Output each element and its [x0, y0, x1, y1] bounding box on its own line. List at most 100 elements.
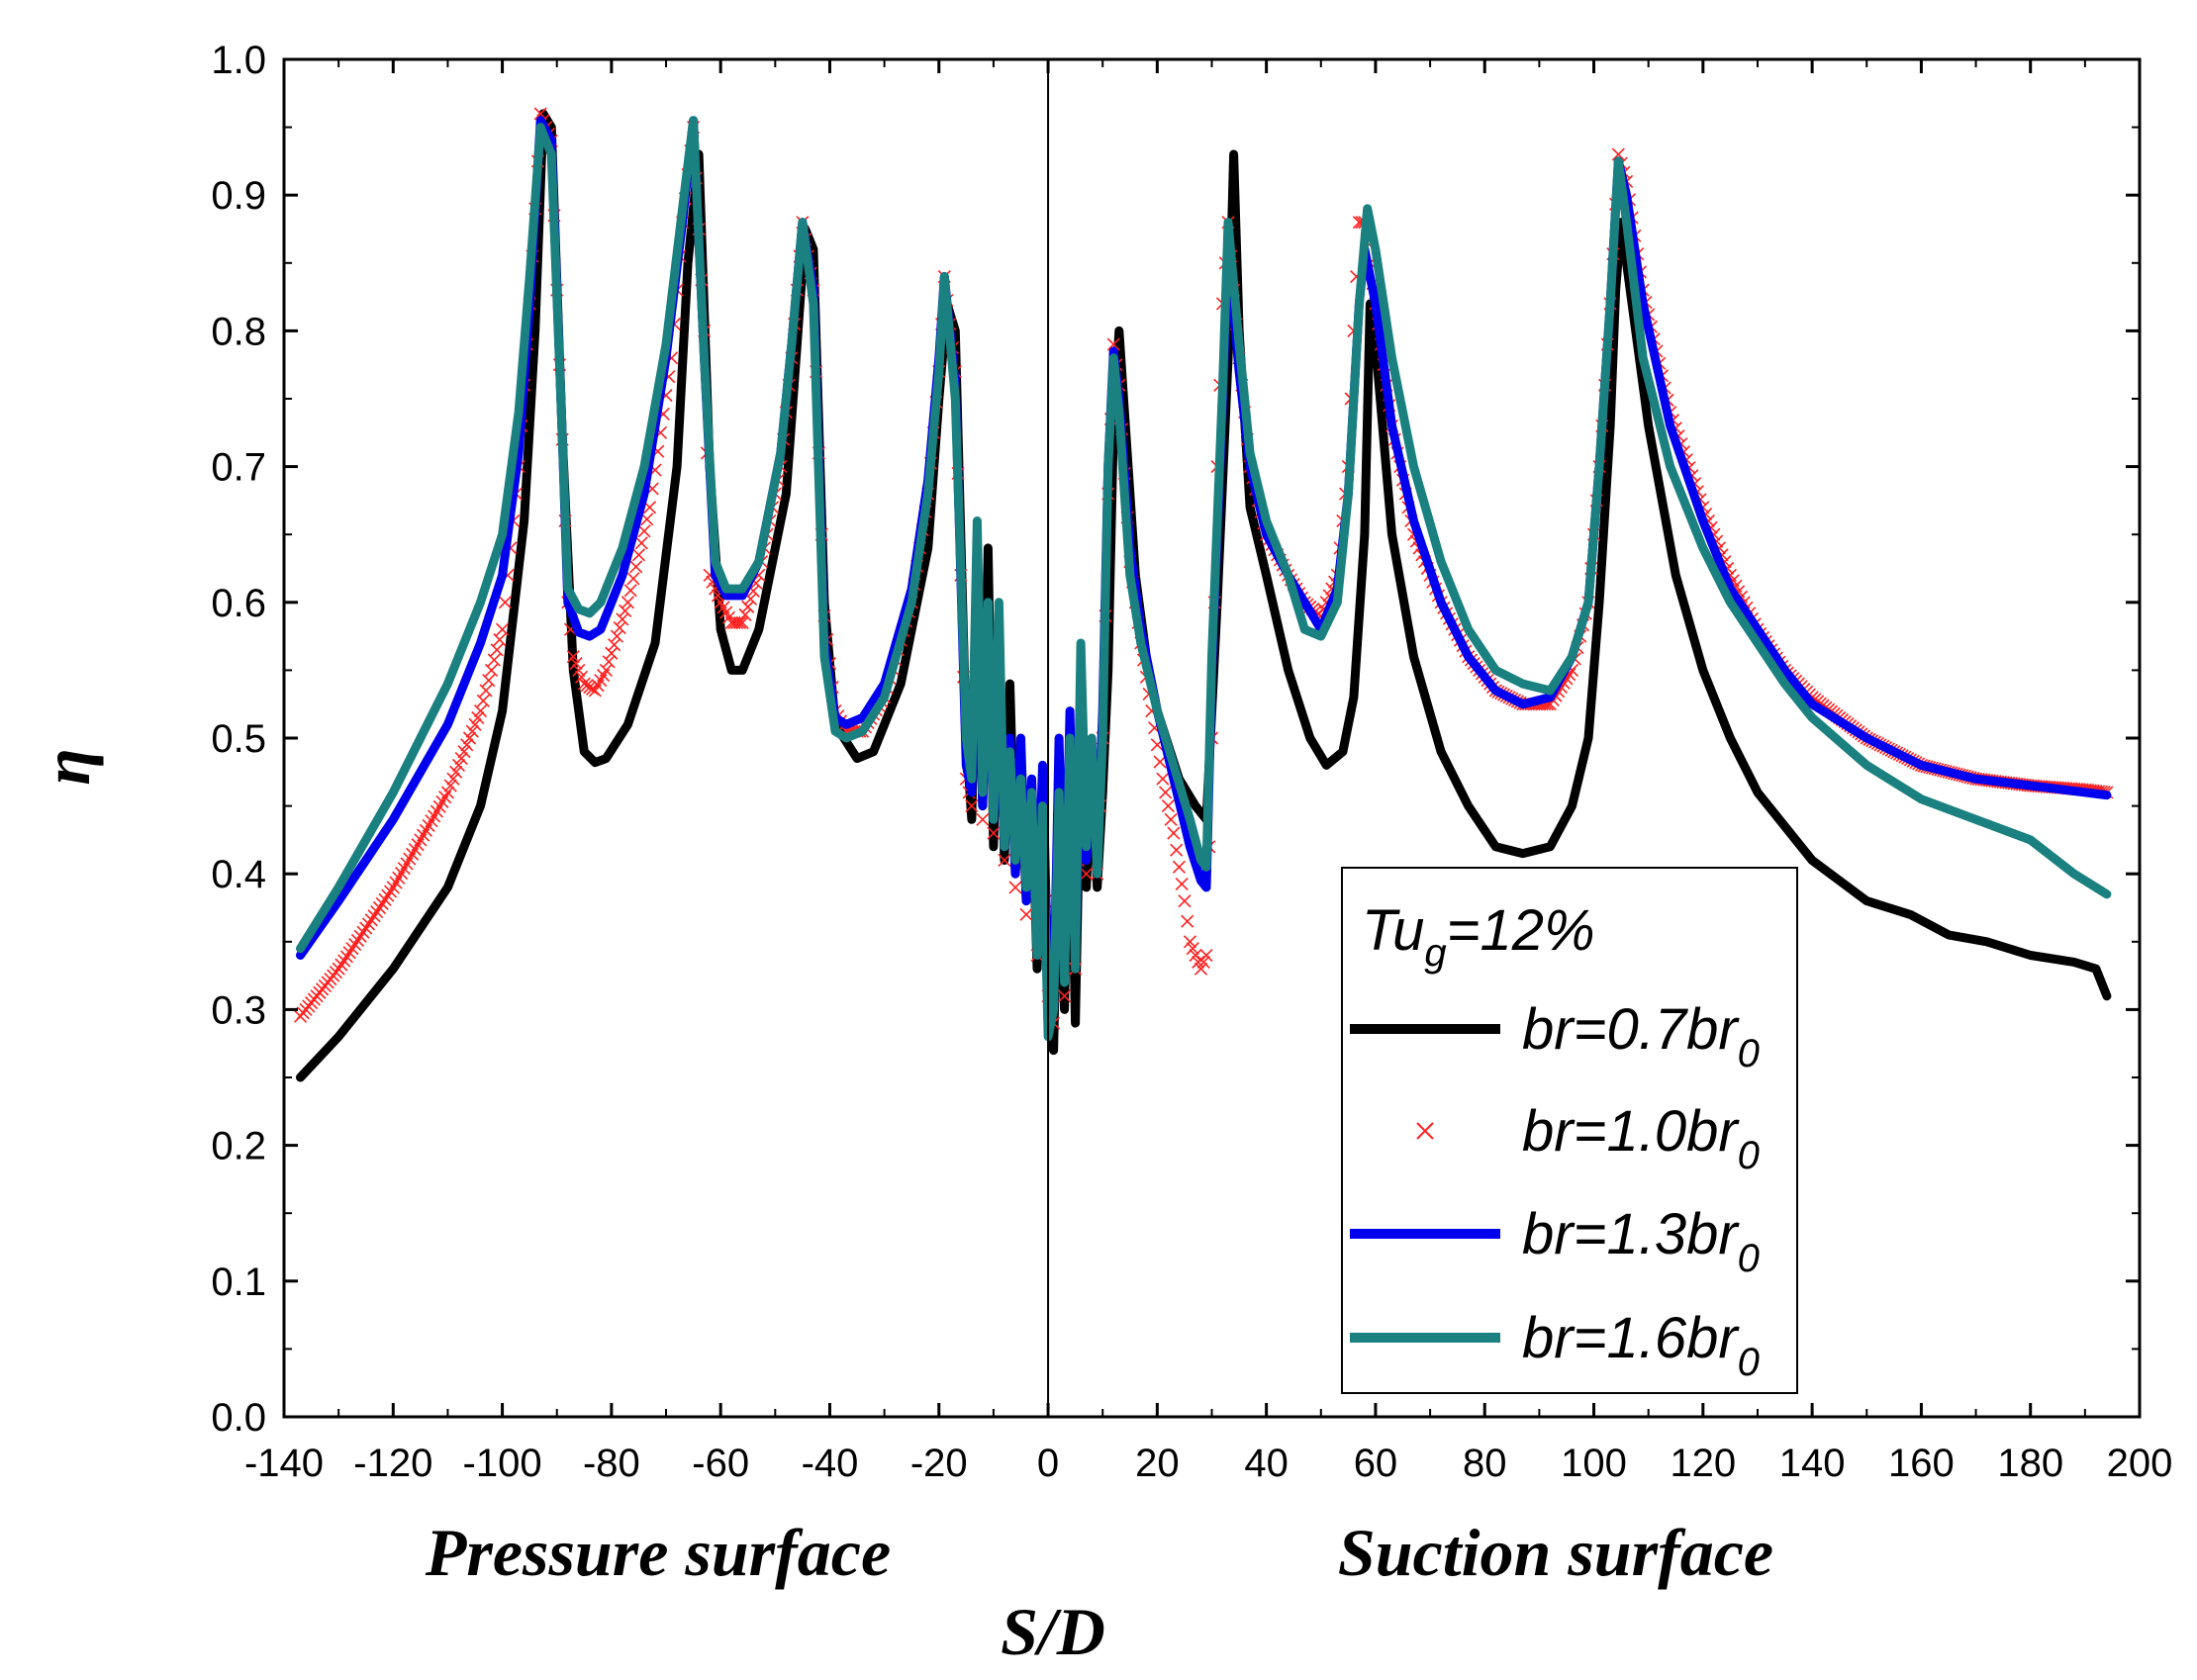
x-tick-label: 0: [1037, 1442, 1059, 1485]
data-point-marker: [1199, 948, 1213, 963]
data-point-marker: [490, 643, 504, 657]
data-point-marker: [482, 674, 496, 688]
x-tick-label: 160: [1888, 1442, 1955, 1485]
data-point-marker: [473, 703, 488, 718]
data-point-marker: [637, 524, 651, 538]
x-tick-label: 40: [1244, 1442, 1289, 1485]
data-point-marker: [484, 663, 499, 677]
data-point-marker: [569, 656, 583, 671]
data-point-marker: [1172, 860, 1186, 874]
data-point-marker: [621, 596, 634, 609]
legend-br-1-0br-marker: [1416, 1122, 1434, 1140]
data-point-marker: [493, 632, 507, 647]
x-axis-title: S/D: [1001, 1594, 1105, 1669]
y-tick-label: 0.3: [211, 988, 266, 1032]
legend-br-1-0br-label: br=1.0br0: [1522, 1099, 1760, 1177]
data-point-marker: [626, 572, 640, 586]
x-tick-label: -60: [692, 1442, 749, 1485]
data-point-marker: [1175, 877, 1189, 891]
x-tick-label: 80: [1463, 1442, 1507, 1485]
data-point-marker: [1164, 812, 1178, 826]
data-point-marker: [533, 107, 547, 121]
data-point-marker: [1008, 881, 1022, 894]
y-tick-label: 0.4: [211, 853, 266, 896]
region-label-suction: Suction surface: [1338, 1515, 1773, 1590]
data-point-marker: [1186, 942, 1199, 956]
data-point-marker: [1167, 826, 1181, 840]
data-point-marker: [1080, 867, 1094, 881]
x-tick-label: 120: [1670, 1442, 1736, 1485]
y-tick-label: 0.6: [211, 582, 266, 625]
data-point-marker: [1159, 786, 1173, 799]
legend-br-1-6br-label: br=1.6br0: [1522, 1306, 1760, 1384]
y-tick-label: 0.5: [211, 717, 266, 761]
data-point-marker: [1019, 907, 1033, 921]
data-point-marker: [449, 765, 463, 779]
x-tick-label: 200: [2107, 1442, 2173, 1485]
data-point-marker: [465, 724, 479, 738]
data-point-marker: [738, 607, 752, 621]
y-tick-label: 0.8: [211, 310, 266, 353]
data-point-marker: [1178, 894, 1192, 908]
data-point-marker: [1192, 955, 1205, 969]
ticks-layer: [282, 57, 2142, 1419]
data-point-marker: [616, 612, 629, 626]
x-tick-label: 180: [1997, 1442, 2063, 1485]
data-point-marker: [460, 738, 474, 752]
y-tick-label: 0.7: [211, 446, 266, 490]
data-point-marker: [1156, 772, 1170, 786]
x-tick-label: 20: [1135, 1442, 1180, 1485]
legend-br-1-3br-label: br=1.3br0: [1522, 1202, 1760, 1280]
data-point-marker: [440, 786, 455, 799]
y-tick-label: 0.1: [211, 1260, 266, 1304]
data-point-marker: [1058, 989, 1072, 1003]
data-point-marker: [987, 826, 1001, 840]
data-point-marker: [629, 560, 643, 574]
data-point-marker: [1161, 799, 1175, 813]
data-point-marker: [496, 622, 510, 636]
y-tick-label: 1.0: [211, 39, 266, 82]
data-point-marker: [619, 604, 632, 617]
x-tick-label: 140: [1779, 1442, 1846, 1485]
data-point-marker: [1194, 962, 1208, 976]
data-point-marker: [613, 620, 626, 635]
legend: Tug=12% br=0.7br0 br=1.0br0 br=1.3br0 br=1.…: [1341, 867, 1798, 1394]
data-point-marker: [732, 615, 747, 629]
data-point-marker: [457, 745, 471, 759]
legend-title: Tug=12%: [1362, 898, 1595, 975]
data-point-marker: [634, 536, 648, 550]
data-point-marker: [443, 779, 457, 793]
data-point-marker: [454, 752, 468, 766]
y-tick-label: 0.2: [211, 1125, 266, 1168]
region-label-pressure: Pressure surface: [425, 1515, 891, 1590]
data-point-marker: [1196, 955, 1210, 969]
data-point-marker: [623, 584, 637, 598]
x-tick-label: -40: [802, 1442, 859, 1485]
legend-br-0-7br-label: br=0.7br0: [1522, 997, 1760, 1075]
data-point-marker: [599, 663, 613, 677]
data-point-marker: [574, 670, 589, 684]
series-layer: [293, 107, 2114, 1082]
data-point-marker: [462, 731, 477, 745]
data-point-marker: [976, 812, 990, 826]
legend-box: [1341, 867, 1798, 1394]
data-point-marker: [1106, 337, 1120, 351]
x-tick-label: -20: [910, 1442, 968, 1485]
data-point-marker: [608, 638, 621, 652]
x-tick-label: -120: [353, 1442, 432, 1485]
series-br-1-6br-line: [296, 116, 2112, 1042]
data-point-marker: [468, 717, 482, 731]
data-point-marker: [451, 758, 466, 773]
x-tick-label: -140: [244, 1442, 324, 1485]
data-point-marker: [1153, 755, 1167, 769]
data-point-marker: [476, 694, 490, 707]
data-point-marker: [605, 646, 619, 660]
y-tick-label: 0.9: [211, 174, 266, 218]
data-point-marker: [998, 853, 1011, 868]
y-axis-title: η: [29, 748, 104, 785]
x-tick-label: -100: [463, 1442, 542, 1485]
data-point-marker: [1181, 914, 1194, 928]
data-point-marker: [572, 663, 586, 677]
data-point-marker: [566, 650, 580, 664]
